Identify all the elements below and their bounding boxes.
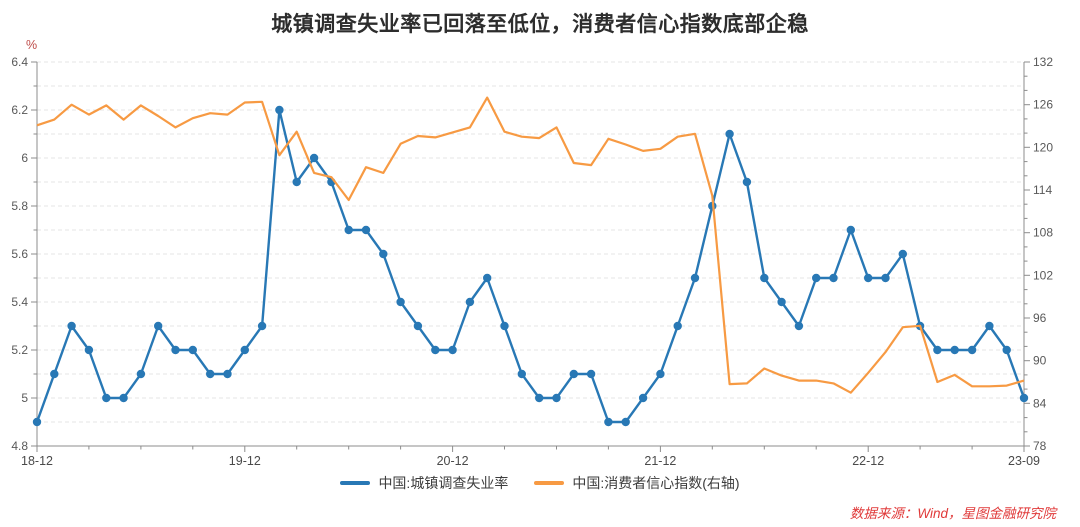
svg-text:108: 108 bbox=[1033, 226, 1053, 240]
svg-text:22-12: 22-12 bbox=[852, 454, 884, 468]
svg-text:20-12: 20-12 bbox=[437, 454, 469, 468]
gridlines bbox=[37, 61, 1024, 423]
svg-text:5.8: 5.8 bbox=[11, 199, 28, 213]
data-source-note: 数据来源：Wind，星图金融研究院 bbox=[849, 506, 1056, 521]
svg-text:19-12: 19-12 bbox=[229, 454, 261, 468]
svg-text:78: 78 bbox=[1033, 439, 1047, 453]
svg-text:4.8: 4.8 bbox=[11, 439, 28, 453]
svg-text:84: 84 bbox=[1033, 396, 1047, 410]
svg-text:126: 126 bbox=[1033, 98, 1053, 112]
chart-legend: 中国:城镇调查失业率 中国:消费者信心指数(右轴) bbox=[0, 473, 1080, 493]
svg-text:120: 120 bbox=[1033, 140, 1053, 154]
svg-text:21-12: 21-12 bbox=[644, 454, 676, 468]
svg-text:5: 5 bbox=[21, 391, 28, 405]
svg-text:23-09: 23-09 bbox=[1008, 454, 1040, 468]
legend-label-unemployment: 中国:城镇调查失业率 bbox=[378, 475, 509, 491]
legend-swatch-unemployment-line bbox=[340, 481, 371, 485]
series-unemployment-line bbox=[32, 105, 1029, 427]
legend-label-cci: 中国:消费者信心指数(右轴) bbox=[572, 475, 740, 491]
axis-tick-labels: 6.4 6.2 6 5.8 5.6 5.4 5.2 5 4.8 132 126 120 114 108 10… bbox=[11, 55, 1053, 468]
svg-text:5.2: 5.2 bbox=[11, 343, 28, 357]
left-axis-unit-label: % bbox=[26, 38, 38, 52]
svg-text:114: 114 bbox=[1033, 183, 1052, 197]
svg-text:18-12: 18-12 bbox=[21, 454, 53, 468]
legend-item-unemployment: 中国:城镇调查失业率 bbox=[340, 473, 508, 493]
svg-text:90: 90 bbox=[1033, 354, 1047, 368]
svg-text:96: 96 bbox=[1033, 311, 1047, 325]
svg-text:6.2: 6.2 bbox=[11, 103, 28, 117]
svg-text:6.4: 6.4 bbox=[11, 55, 28, 69]
svg-text:132: 132 bbox=[1033, 55, 1053, 69]
legend-item-cci: 中国:消费者信心指数(右轴) bbox=[534, 473, 740, 493]
chart-title: 城镇调查失业率已回落至低位，消费者信心指数底部企稳 bbox=[271, 13, 809, 36]
svg-text:5.4: 5.4 bbox=[11, 295, 28, 309]
series-cci-line bbox=[36, 96, 1025, 394]
svg-text:5.6: 5.6 bbox=[11, 247, 28, 261]
legend-swatch-cci-line bbox=[534, 481, 565, 485]
svg-text:102: 102 bbox=[1033, 268, 1053, 282]
axis-ticks bbox=[31, 61, 1030, 452]
svg-text:6: 6 bbox=[21, 151, 28, 165]
